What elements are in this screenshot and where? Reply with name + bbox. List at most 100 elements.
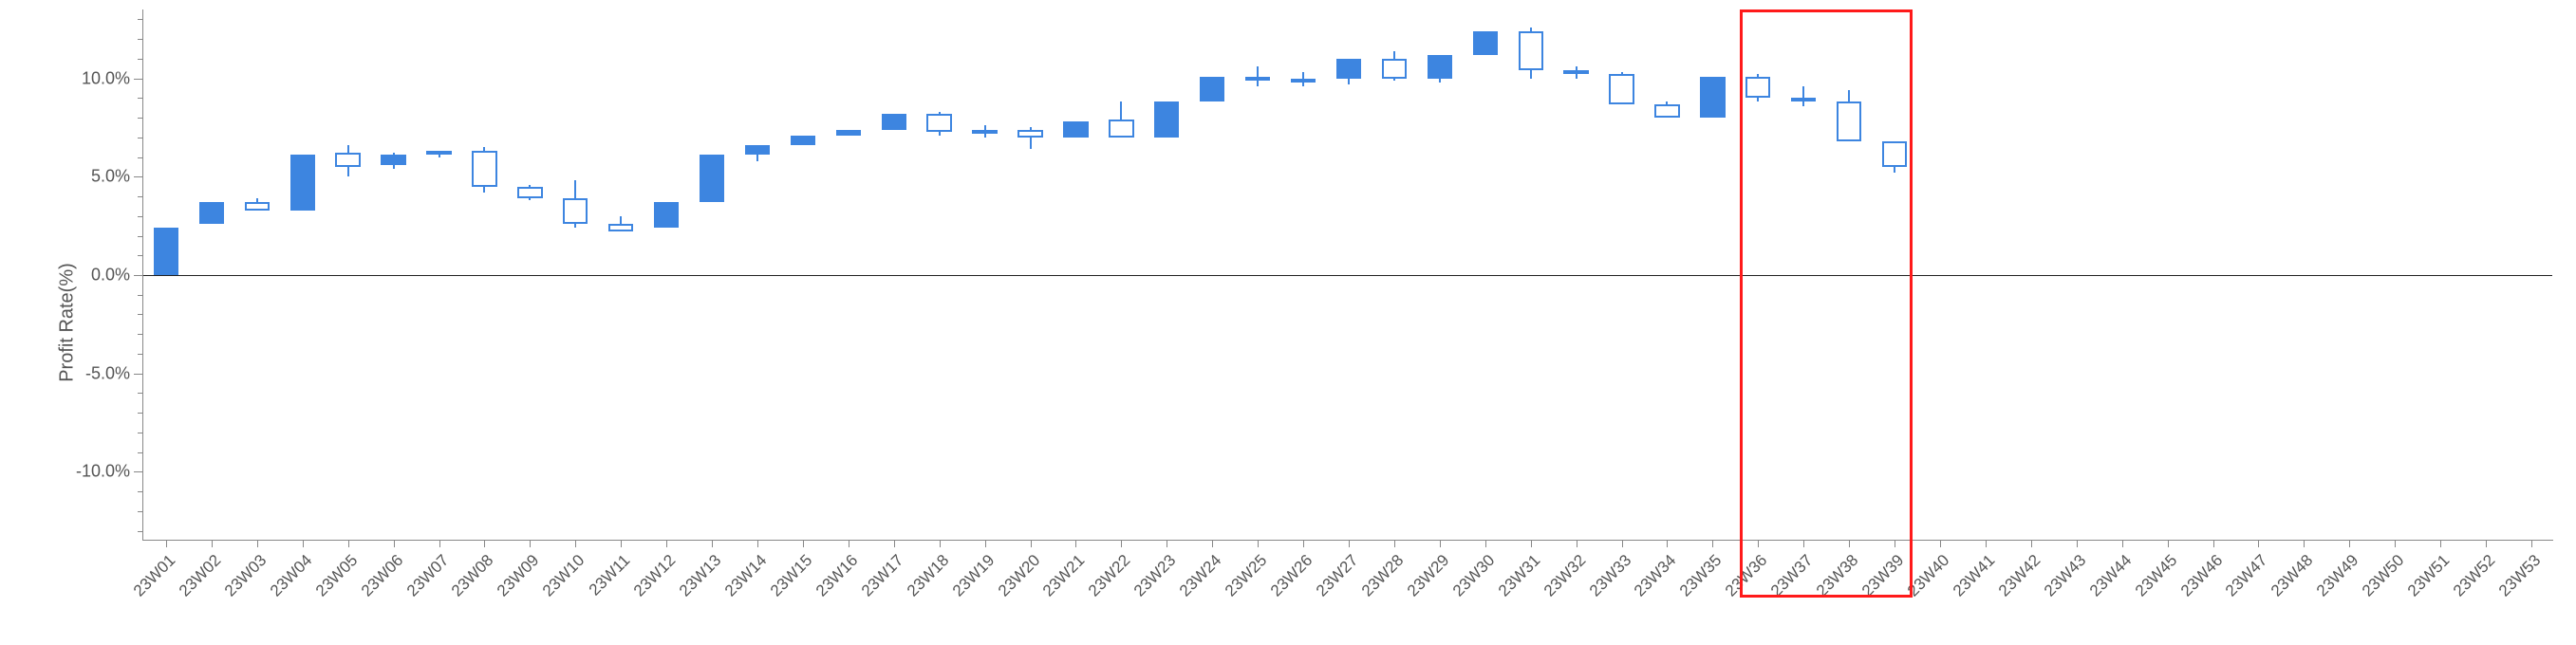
candle-down (1882, 141, 1907, 167)
candle-down (1382, 59, 1407, 79)
x-tick (1531, 540, 1532, 547)
x-tick (940, 540, 941, 547)
x-slot: 23W53 (2509, 9, 2554, 540)
x-tick (621, 540, 622, 547)
x-tick (2213, 540, 2214, 547)
x-slot: 23W46 (2191, 9, 2236, 540)
x-tick (2122, 540, 2123, 547)
x-tick (257, 540, 258, 547)
candle-down (1519, 31, 1543, 70)
candle-down (1109, 120, 1133, 138)
x-slot: 23W24 (1189, 9, 1235, 540)
x-slot: 23W06 (371, 9, 417, 540)
x-slot: 23W40 (1917, 9, 1963, 540)
x-tick (212, 540, 213, 547)
x-slot: 23W28 (1372, 9, 1417, 540)
x-slot: 23W45 (2145, 9, 2191, 540)
x-tick (166, 540, 167, 547)
candle-wick-lower (439, 153, 440, 157)
candle-wick-lower (529, 198, 531, 200)
x-slot: 23W01 (143, 9, 189, 540)
candle-wick-upper (1393, 51, 1395, 59)
y-major-tick (134, 471, 143, 472)
x-tick (1212, 540, 1213, 547)
candle-wick-lower (1302, 81, 1304, 86)
candle-up (1154, 101, 1179, 137)
candle-up (1473, 31, 1498, 55)
x-tick (348, 540, 349, 547)
x-slot: 23W51 (2417, 9, 2463, 540)
candle-down (1609, 74, 1633, 103)
x-tick (1485, 540, 1486, 547)
x-slot: 23W04 (280, 9, 326, 540)
x-slot: 23W47 (2236, 9, 2282, 540)
candle-wick-lower (1802, 101, 1804, 105)
x-slot: 23W23 (1144, 9, 1189, 540)
candle-wick-upper (1621, 72, 1623, 74)
candle-wick-lower (939, 132, 941, 136)
y-major-tick (134, 176, 143, 177)
y-tick-label: -10.0% (76, 462, 130, 482)
y-tick-label: -5.0% (85, 363, 130, 383)
candle-down (245, 202, 270, 210)
x-tick (530, 540, 531, 547)
x-slot: 23W20 (1008, 9, 1054, 540)
x-slot: 23W43 (2054, 9, 2100, 540)
candle-wick-upper (483, 147, 485, 151)
candle-down (608, 224, 633, 231)
x-slot: 23W10 (552, 9, 598, 540)
candle-down (472, 151, 496, 186)
candle-down (1745, 77, 1770, 99)
x-tick (2304, 540, 2305, 547)
x-tick (1394, 540, 1395, 547)
candle-wick-lower (1757, 98, 1759, 101)
candle-wick-lower (393, 165, 395, 169)
candle-wick-upper (1576, 66, 1577, 70)
candle-wick-upper (574, 180, 576, 198)
candle-wick-upper (1666, 101, 1668, 103)
x-tick (803, 540, 804, 547)
x-tick (757, 540, 758, 547)
candle-up (700, 155, 724, 202)
x-tick (1622, 540, 1623, 547)
candle-up (882, 114, 906, 130)
candle-wick-upper (256, 198, 258, 202)
y-major-tick (134, 374, 143, 375)
x-tick (484, 540, 485, 547)
candle-down (563, 198, 588, 224)
x-slot: 23W35 (1689, 9, 1735, 540)
candle-wick-upper (1030, 127, 1032, 129)
x-slot: 23W49 (2326, 9, 2372, 540)
x-slot: 23W22 (1098, 9, 1144, 540)
candle-wick-upper (347, 145, 349, 153)
x-slot: 23W44 (2100, 9, 2145, 540)
x-tick (2531, 540, 2532, 547)
candle-wick-lower (574, 224, 576, 228)
x-slot: 23W03 (234, 9, 280, 540)
x-slot: 23W13 (689, 9, 735, 540)
x-tick (1303, 540, 1304, 547)
x-tick (2258, 540, 2259, 547)
candle-wick-lower (1894, 167, 1895, 173)
x-tick (2349, 540, 2350, 547)
candle-wick-upper (1302, 72, 1304, 78)
x-slot: 23W36 (1735, 9, 1781, 540)
x-tick (303, 540, 304, 547)
x-slot: 23W14 (735, 9, 780, 540)
candle-down (926, 114, 951, 132)
x-slot: 23W42 (2008, 9, 2054, 540)
candle-wick-upper (984, 125, 986, 129)
candle-wick-upper (1530, 28, 1532, 31)
x-slot: 23W32 (1554, 9, 1599, 540)
x-slot: 23W05 (326, 9, 371, 540)
x-slot: 23W08 (461, 9, 507, 540)
x-slot: 23W18 (917, 9, 962, 540)
x-slot: 23W02 (189, 9, 234, 540)
x-slot: 23W26 (1280, 9, 1326, 540)
candle-down (1654, 104, 1679, 119)
x-slot: 23W29 (1417, 9, 1463, 540)
candle-up (290, 155, 315, 210)
x-tick (394, 540, 395, 547)
x-slot: 23W11 (598, 9, 644, 540)
x-slot: 23W17 (871, 9, 917, 540)
